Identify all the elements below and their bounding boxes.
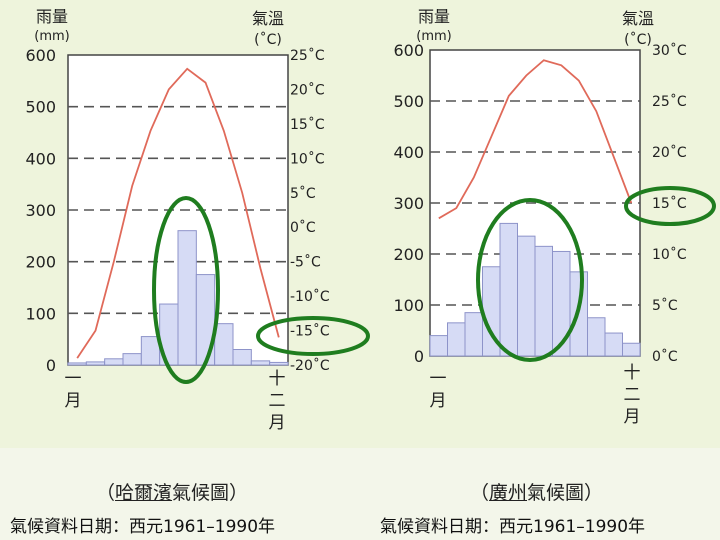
chart-harbin-left-tick-label: 100 (25, 304, 56, 323)
chart-guangzhou-rain-bar (622, 342, 641, 357)
chart-harbin-rain-bar (104, 358, 124, 366)
chart-harbin-right-tick-label: -10˚C (290, 288, 330, 305)
chart-harbin-left-tick-label: 200 (25, 253, 56, 272)
chart-right-data-date: 氣候資料日期：西元1961–1990年 (380, 517, 646, 537)
chart-harbin-rain-bar (232, 349, 252, 366)
chart-harbin-rain-bar (177, 230, 197, 366)
chart-guangzhou-rain-bar (429, 335, 448, 357)
chart-guangzhou-x-start-label: 月 (430, 391, 447, 411)
chart-guangzhou-right-tick-label: 10˚C (652, 246, 687, 263)
chart-harbin-right-tick-label: 5˚C (290, 185, 316, 202)
chart-harbin-highlight-ellipse (152, 196, 220, 384)
chart-harbin-left-axis-unit: (mm) (34, 29, 69, 44)
chart-harbin-right-axis-title: 氣溫 (252, 9, 284, 28)
chart-guangzhou-rain-bar (587, 317, 606, 357)
chart-guangzhou-left-tick-label: 0 (414, 347, 424, 366)
chart-guangzhou-right-axis-title: 氣溫 (622, 9, 654, 28)
chart-guangzhou-rain-bar (499, 222, 518, 357)
chart-harbin-right-tick-label: 15˚C (290, 116, 325, 133)
caption-city: 哈爾濱 (115, 482, 173, 504)
chart-harbin-right-tick-label: 0˚C (290, 219, 316, 236)
chart-harbin-rain-bar (250, 360, 271, 366)
chart-guangzhou-x-end-label: 十 (624, 363, 641, 383)
chart-harbin-x-end-label: 月 (269, 413, 286, 433)
chart-guangzhou-left-tick-label: 600 (393, 41, 424, 60)
chart-left-caption: （哈爾濱氣候圖） (96, 478, 248, 505)
chart-guangzhou-x-end-label: 二 (624, 385, 641, 405)
chart-guangzhou-rain-bar (534, 245, 553, 357)
chart-harbin-rain-bar (122, 353, 142, 366)
chart-harbin-highlight-ellipse (256, 316, 370, 356)
chart-guangzhou-left-axis-title: 雨量 (418, 7, 450, 26)
caption-title: 氣候圖 (172, 482, 230, 504)
chart-harbin-right-tick-label: 10˚C (290, 150, 325, 167)
caption-close: ） (229, 482, 249, 504)
chart-harbin-x-start-label: 一 (65, 369, 82, 389)
chart-harbin-right-tick-label: -20˚C (290, 357, 330, 374)
chart-harbin-left-axis-title: 雨量 (36, 7, 68, 26)
chart-harbin-rain-bar (85, 361, 106, 366)
chart-harbin-right-tick-label: -15˚C (290, 323, 330, 340)
chart-harbin-right-tick-label: 25˚C (290, 47, 325, 64)
chart-guangzhou-temperature-line (438, 59, 633, 220)
chart-harbin-right-tick-label: 20˚C (290, 81, 325, 98)
caption-city: 廣州 (489, 482, 528, 504)
chart-guangzhou-right-axis-unit: (˚C) (624, 31, 652, 48)
chart-harbin-rain-bar (140, 336, 161, 366)
caption-open: （ (96, 482, 116, 504)
chart-guangzhou-rain-bar (552, 250, 571, 357)
chart-harbin-rain-bar (214, 323, 234, 366)
chart-guangzhou-right-tick-label: 0˚C (652, 348, 678, 365)
chart-guangzhou-rain-bar (464, 312, 483, 357)
chart-guangzhou-right-tick-label: 5˚C (652, 297, 678, 314)
chart-left-data-date: 氣候資料日期：西元1961–1990年 (10, 517, 276, 537)
chart-harbin-left-tick-label: 0 (46, 356, 56, 375)
chart-guangzhou-rain-bar (604, 332, 623, 357)
chart-harbin-left-tick-label: 300 (25, 201, 56, 220)
chart-harbin-right-axis-unit: (˚C) (254, 31, 282, 48)
chart-guangzhou-left-axis-unit: (mm) (416, 29, 451, 44)
chart-guangzhou-right-tick-label: 30˚C (652, 42, 687, 59)
chart-guangzhou-rain-bar (517, 235, 536, 357)
chart-guangzhou-left-tick-label: 200 (393, 245, 424, 264)
chart-guangzhou-left-tick-label: 100 (393, 296, 424, 315)
caption-title: 氣候圖 (527, 482, 585, 504)
chart-harbin-temperature-line (76, 67, 280, 359)
chart-harbin-rain-bar (269, 361, 289, 366)
chart-guangzhou-right-tick-label: 20˚C (652, 144, 687, 161)
chart-guangzhou-rain-bar (447, 322, 466, 357)
chart-harbin-rain-bar (67, 362, 87, 366)
chart-harbin-left-tick-label: 400 (25, 149, 56, 168)
chart-guangzhou-highlight-ellipse (624, 186, 716, 226)
chart-right-caption: （廣州氣候圖） (470, 478, 603, 505)
chart-guangzhou-x-start-label: 一 (430, 369, 447, 389)
chart-harbin-right-tick-label: -5˚C (290, 254, 321, 271)
chart-guangzhou-right-tick-label: 25˚C (652, 93, 687, 110)
chart-harbin-x-end-label: 十 (269, 369, 286, 389)
chart-guangzhou-left-tick-label: 500 (393, 92, 424, 111)
caption-close: ） (584, 482, 604, 504)
chart-guangzhou-highlight-ellipse (476, 198, 584, 362)
chart-harbin-x-start-label: 月 (65, 391, 82, 411)
chart-guangzhou-left-tick-label: 300 (393, 194, 424, 213)
caption-open: （ (470, 482, 490, 504)
chart-guangzhou-left-tick-label: 400 (393, 143, 424, 162)
chart-harbin-left-tick-label: 500 (25, 98, 56, 117)
chart-harbin-left-tick-label: 600 (25, 46, 56, 65)
chart-guangzhou-x-end-label: 月 (624, 407, 641, 427)
chart-harbin-x-end-label: 二 (269, 391, 286, 411)
chart-guangzhou-right-tick-label: 15˚C (652, 195, 687, 212)
